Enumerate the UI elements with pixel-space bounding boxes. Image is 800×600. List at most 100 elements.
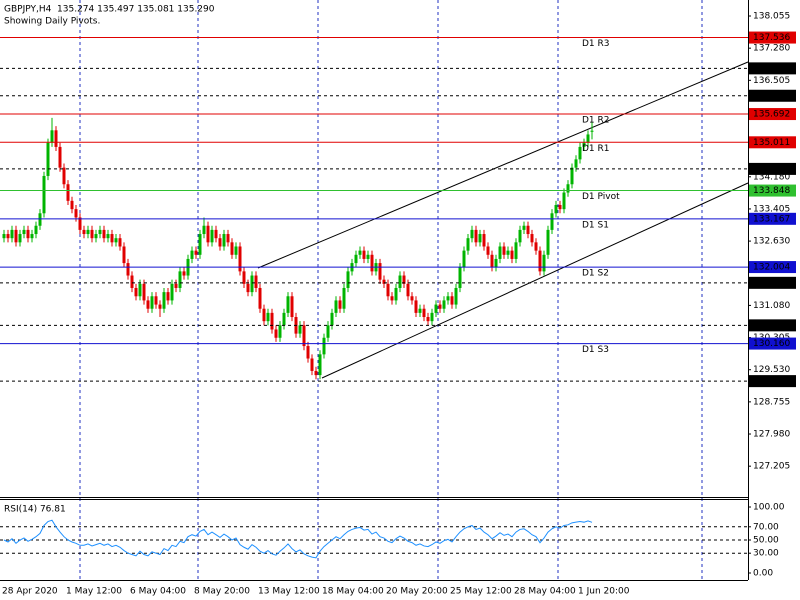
candle-body — [362, 250, 366, 259]
candle-body — [438, 304, 442, 309]
y-tick-label: 136.505 — [753, 76, 790, 86]
candle-body — [478, 234, 482, 243]
x-tick-label: 28 Apr 2020 — [2, 587, 58, 597]
candle-body — [114, 238, 118, 243]
pivot-box — [749, 212, 796, 225]
candle-body — [514, 242, 518, 259]
candle-body — [390, 296, 394, 301]
candle-body — [386, 283, 390, 297]
candle-body — [182, 271, 186, 276]
candle-body — [126, 263, 130, 276]
candle-body — [118, 238, 122, 247]
y-tick-label: 134.180 — [753, 172, 790, 182]
x-tick-label: 1 Jun 20:00 — [578, 587, 630, 597]
candle-body — [318, 354, 322, 376]
x-tick-label: 18 May 04:00 — [322, 587, 384, 597]
candle-body — [214, 229, 218, 239]
candle-body — [154, 296, 158, 305]
candle-body — [2, 234, 6, 239]
chart-subtitle: Showing Daily Pivots. — [4, 17, 100, 27]
chart-title: GBPJPY,H4 135.274 135.497 135.081 135.29… — [4, 5, 215, 15]
candle-body — [366, 254, 370, 259]
candle-body — [38, 213, 42, 226]
candle-body — [466, 238, 470, 251]
level-label: 129.255 — [753, 377, 790, 387]
candle-body — [342, 287, 346, 309]
candle-body — [410, 296, 414, 301]
candle-body — [218, 238, 222, 247]
candle-body — [82, 229, 86, 235]
x-tick-label: 25 May 12:00 — [450, 587, 512, 597]
candle-body — [546, 229, 550, 255]
candle-body — [430, 312, 434, 322]
pivot-label: 133.167 — [753, 214, 790, 224]
pivot-name: D1 S1 — [582, 220, 609, 230]
pivot-box — [749, 261, 796, 274]
candle-body — [266, 312, 270, 322]
candle-body — [306, 346, 310, 359]
y-tick-label: 127.205 — [753, 462, 790, 472]
candle-body — [246, 283, 250, 293]
candle-body — [298, 325, 302, 334]
candle-body — [486, 246, 490, 255]
candle-body — [286, 296, 290, 313]
pivot-label: 135.692 — [753, 110, 790, 120]
candle-body — [66, 184, 70, 201]
candle-body — [378, 263, 382, 280]
candle-body — [58, 146, 62, 168]
candle-body — [302, 325, 306, 347]
channel — [257, 61, 749, 379]
level-box — [749, 162, 796, 175]
candle-body — [442, 300, 446, 309]
candle-body — [330, 312, 334, 326]
candle-body — [102, 229, 106, 239]
candle-body — [130, 275, 134, 288]
candle-body — [14, 229, 18, 243]
y-tick-label: 132.630 — [753, 237, 790, 247]
candle-body — [50, 130, 54, 143]
candle-body — [586, 134, 590, 143]
candle-body — [26, 229, 30, 239]
x-tick-label: 6 May 04:00 — [130, 587, 186, 597]
pivot-label: 132.004 — [753, 263, 790, 273]
y-tick-label: 128.755 — [753, 397, 790, 407]
candle-body — [274, 329, 278, 338]
candle-body — [418, 308, 422, 313]
candle-body — [262, 308, 266, 322]
x-tick-label: 1 May 12:00 — [66, 587, 122, 597]
candle-body — [414, 300, 418, 313]
candle-body — [242, 271, 246, 284]
candle-body — [574, 159, 578, 168]
level-box — [749, 276, 796, 289]
y-tick-label: 138.055 — [753, 12, 790, 22]
frame — [0, 0, 749, 581]
candle-body — [250, 275, 254, 293]
candle-body — [434, 304, 438, 313]
pivot-box — [749, 184, 796, 197]
y-tick-label: 137.280 — [753, 44, 790, 54]
candle-body — [90, 229, 94, 239]
candle-body — [278, 325, 282, 338]
x-tick-label: 28 May 04:00 — [514, 587, 576, 597]
candle-body — [270, 312, 274, 330]
candle-body — [222, 234, 226, 247]
candle-body — [106, 234, 110, 239]
pivot-label: 137.536 — [753, 33, 790, 43]
candle-body — [370, 254, 374, 272]
pivot-name: D1 S3 — [582, 345, 609, 355]
candle-body — [94, 234, 98, 239]
candle-body — [338, 300, 342, 309]
candle-body — [194, 250, 198, 255]
candle-body — [426, 317, 430, 322]
rsi-title: RSI(14) 76.81 — [4, 505, 66, 515]
candle-body — [170, 283, 174, 301]
candle-body — [34, 225, 38, 235]
candle-body — [98, 229, 102, 235]
candle-body — [542, 254, 546, 272]
separators — [79, 0, 703, 580]
candle-body — [398, 275, 402, 288]
candle-body — [290, 296, 294, 318]
candle-body — [42, 175, 46, 214]
candle-body — [578, 146, 582, 160]
